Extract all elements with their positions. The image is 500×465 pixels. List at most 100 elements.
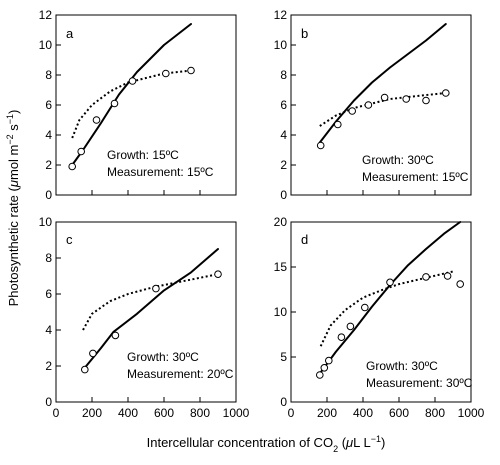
y-axis-title: Photosynthetic rate (μmol m−2 s−1) <box>5 110 21 307</box>
panel-a-data-point <box>110 99 119 108</box>
panel-c-xtick-label: 600 <box>154 406 174 420</box>
panel-b-ytick-label: 0 <box>280 188 287 202</box>
panel-c-ytick-label: 2 <box>45 359 52 373</box>
panel-c-measurement-note: Measurement: 20ºC <box>127 367 234 381</box>
x-axis-title-unit: L L <box>353 435 371 450</box>
panel-c-xtick-label: 400 <box>118 406 138 420</box>
panel-b-ytick-label: 10 <box>274 38 288 52</box>
panel-b-data-point <box>380 93 389 102</box>
panel-d-data-point <box>422 273 430 281</box>
panel-b-ytick-label: 6 <box>280 98 287 112</box>
panel-d-data-point <box>325 356 333 365</box>
panel-c-data-point <box>152 284 160 293</box>
panel-a-solid-line <box>71 23 192 166</box>
panel-b-data-point <box>402 95 411 103</box>
panel-b-frame <box>290 14 472 196</box>
panel-c-ytick-label: 10 <box>39 215 53 229</box>
x-axis-title-paren: ( <box>338 435 347 450</box>
panel-d-xtick-label: 200 <box>317 406 337 420</box>
panel-a-ticks: 0 2 4 6 8 10 12 <box>39 8 237 202</box>
panel-c-xtick-label: 1000 <box>223 406 250 420</box>
panel-d-solid-line <box>319 221 462 374</box>
panel-b-data-point <box>422 96 430 105</box>
panel-c-xtick-label: 200 <box>82 406 102 420</box>
panel-d-ytick-label: 0 <box>280 395 287 409</box>
panel-a-ytick-label: 4 <box>45 128 52 142</box>
panel-d-data-point <box>361 303 369 312</box>
panel-c-solid-line <box>83 248 219 369</box>
panel-b-data-point <box>364 101 373 109</box>
panel-c-ticks: 0 2 4 6 8 10 0 200 400 600 800 1000 <box>39 215 250 420</box>
panel-a-data-point <box>162 69 170 78</box>
panel-d-ytick-label: 15 <box>274 260 288 274</box>
panel-c-growth-note: Growth: 30ºC <box>127 350 199 364</box>
panel-a-ytick-label: 12 <box>39 8 53 22</box>
panel-b-ytick-label: 12 <box>274 8 288 22</box>
y-axis-title-exp1: −2 <box>5 134 15 144</box>
y-axis-title-start: Photosynthetic rate ( <box>6 186 21 306</box>
panel-d-data-point <box>320 364 329 372</box>
panel-a-measurement-note: Measurement: 15ºC <box>107 165 214 179</box>
panel-d-data-point <box>443 272 452 280</box>
y-axis-title-unit2: s <box>6 124 21 135</box>
panel-a-ytick-label: 8 <box>45 68 52 82</box>
x-axis-title-sub: 2 <box>333 444 338 454</box>
panel-d-data-point <box>346 322 355 331</box>
y-axis-title-exp2: −1 <box>5 114 15 124</box>
panel-c-frame <box>55 221 237 403</box>
panel-b-data-point <box>348 107 357 115</box>
panel-d-xtick-label: 800 <box>425 406 445 420</box>
panel-d-xtick-label: 600 <box>389 406 409 420</box>
panel-a-dotted-line <box>71 69 192 139</box>
panel-d-xtick-label: 1000 <box>458 406 485 420</box>
panel-a-data-point <box>128 77 137 85</box>
x-axis-title-start: Intercellular concentration of CO <box>147 435 333 450</box>
panel-a-data-point <box>68 162 76 171</box>
panel-b-ytick-label: 2 <box>280 158 287 172</box>
panel-a-series <box>68 23 195 171</box>
panel-b-dotted-line <box>319 92 446 127</box>
x-axis-title-mu: μ <box>345 435 353 450</box>
panel-d-series <box>316 221 465 379</box>
panel-a-ytick-label: 10 <box>39 38 53 52</box>
panel-d-growth-note: Growth: 30ºC <box>366 359 438 373</box>
x-axis-title: Intercellular concentration of CO2 (μL L… <box>147 434 386 454</box>
panel-c-data-point <box>214 270 222 279</box>
panel-c-ytick-label: 4 <box>45 323 52 337</box>
y-axis-title-unit: mol m <box>6 145 21 180</box>
panel-c-ytick-label: 0 <box>45 395 52 409</box>
panel-c-xtick-label: 0 <box>53 406 60 420</box>
panel-d-ytick-label: 20 <box>274 215 288 229</box>
panel-d-data-point <box>386 278 394 287</box>
panel-d-xtick-label: 400 <box>353 406 373 420</box>
panel-c-series <box>81 248 222 374</box>
panel-b-letter: b <box>301 26 308 41</box>
panel-d-letter: d <box>301 232 308 247</box>
panel-c-ytick-label: 6 <box>45 287 52 301</box>
y-axis-title-mu: μ <box>6 180 21 188</box>
panel-c-data-point <box>111 331 120 340</box>
panel-d-xtick-label: 0 <box>288 406 295 420</box>
panel-c-data-point <box>89 349 97 358</box>
panel-b-measurement-note: Measurement: 15ºC <box>362 170 469 184</box>
panel-b-solid-line <box>318 23 447 144</box>
panel-a-data-point <box>92 116 101 124</box>
panel-d-ytick-label: 10 <box>274 305 288 319</box>
panel-b-series <box>316 23 450 150</box>
panel-d-dotted-line <box>319 270 454 347</box>
panel-a: 0 2 4 6 8 10 12 a Growth: 15ºC Measurement: 15… <box>39 8 237 202</box>
panel-c-data-point <box>81 365 89 374</box>
panel-a-letter: a <box>66 26 74 41</box>
panel-d-data-point <box>316 371 324 379</box>
panel-a-ytick-label: 6 <box>45 98 52 112</box>
panel-d-measurement-note: Measurement: 30ºC <box>366 376 473 390</box>
panel-b-growth-note: Growth: 30ºC <box>362 153 434 167</box>
panel-c-letter: c <box>66 232 73 247</box>
panel-a-ytick-label: 0 <box>45 188 52 202</box>
panel-a-ytick-label: 2 <box>45 158 52 172</box>
panel-c-dotted-line <box>82 273 219 331</box>
panel-c-xtick-label: 800 <box>190 406 210 420</box>
